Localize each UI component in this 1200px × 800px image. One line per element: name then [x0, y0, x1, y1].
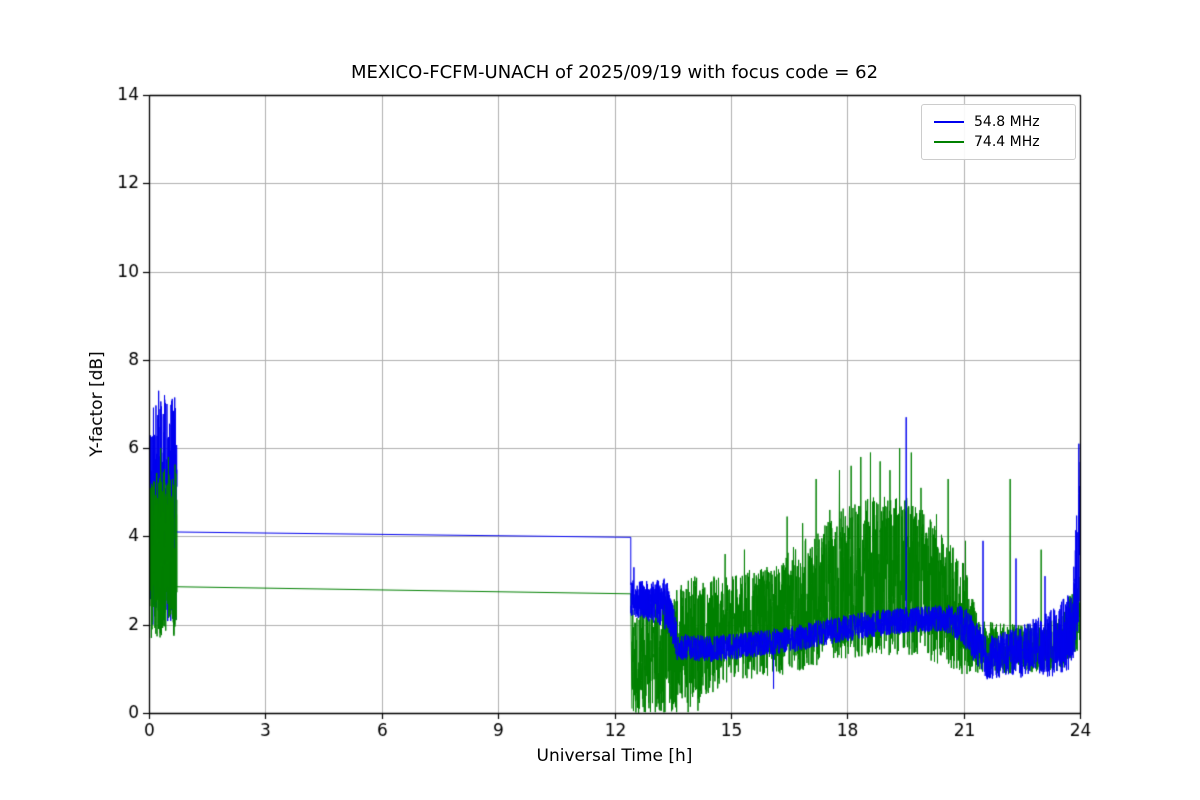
legend: 54.8 MHz 74.4 MHz	[921, 104, 1076, 160]
legend-label: 54.8 MHz	[974, 114, 1040, 130]
legend-label: 74.4 MHz	[974, 134, 1040, 150]
legend-line-swatch-green	[934, 141, 964, 143]
x-axis-label: Universal Time [h]	[536, 746, 693, 766]
chart-title: MEXICO-FCFM-UNACH of 2025/09/19 with foc…	[350, 62, 879, 83]
y-axis-label: Y-factor [dB]	[87, 351, 107, 457]
legend-item: 54.8 MHz	[930, 112, 1067, 132]
legend-item: 74.4 MHz	[930, 132, 1067, 152]
legend-line-swatch-blue	[934, 121, 964, 123]
